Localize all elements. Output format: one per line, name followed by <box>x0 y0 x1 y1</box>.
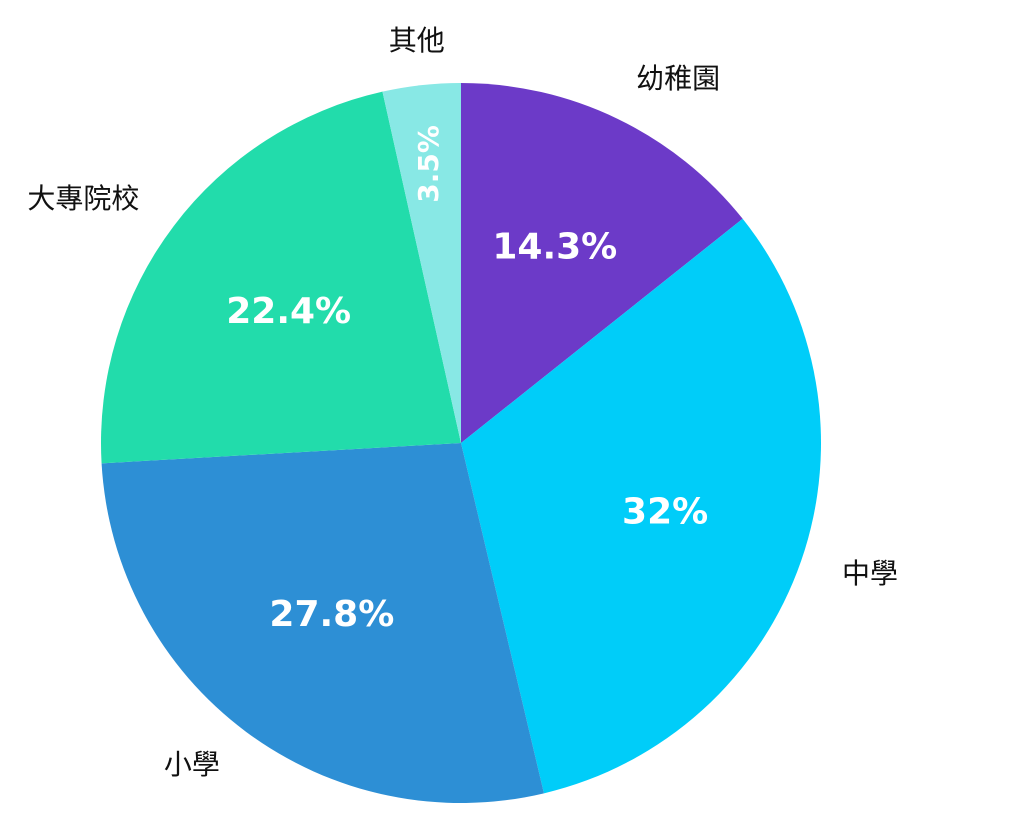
category-label: 中學 <box>842 557 898 590</box>
pie-slice <box>100 91 461 464</box>
value-label: 3.5% <box>412 125 445 203</box>
category-label: 幼稚園 <box>636 62 720 95</box>
value-label: 22.4% <box>226 291 351 332</box>
pie-slice <box>461 218 822 794</box>
pie-slice <box>101 443 544 803</box>
value-label: 32% <box>622 492 708 533</box>
category-label: 小學 <box>164 748 220 781</box>
value-label: 27.8% <box>269 594 394 635</box>
pie-slice <box>382 83 461 443</box>
value-label: 14.3% <box>492 226 617 267</box>
category-label: 其他 <box>389 24 445 57</box>
pie-slice <box>461 83 743 443</box>
category-label: 大專院校 <box>27 182 139 215</box>
